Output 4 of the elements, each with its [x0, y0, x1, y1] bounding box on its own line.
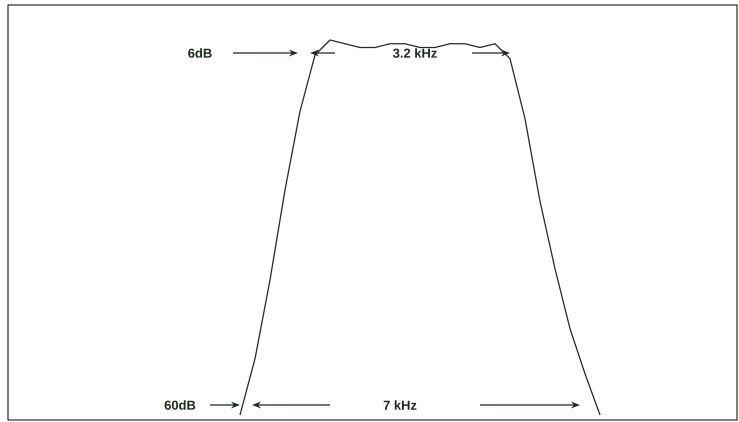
text: 60dB	[164, 400, 196, 410]
annotation: 7 kHz	[384, 400, 416, 410]
annotation: 3.2 kHz	[392, 48, 437, 58]
text: 6dB	[188, 48, 212, 58]
